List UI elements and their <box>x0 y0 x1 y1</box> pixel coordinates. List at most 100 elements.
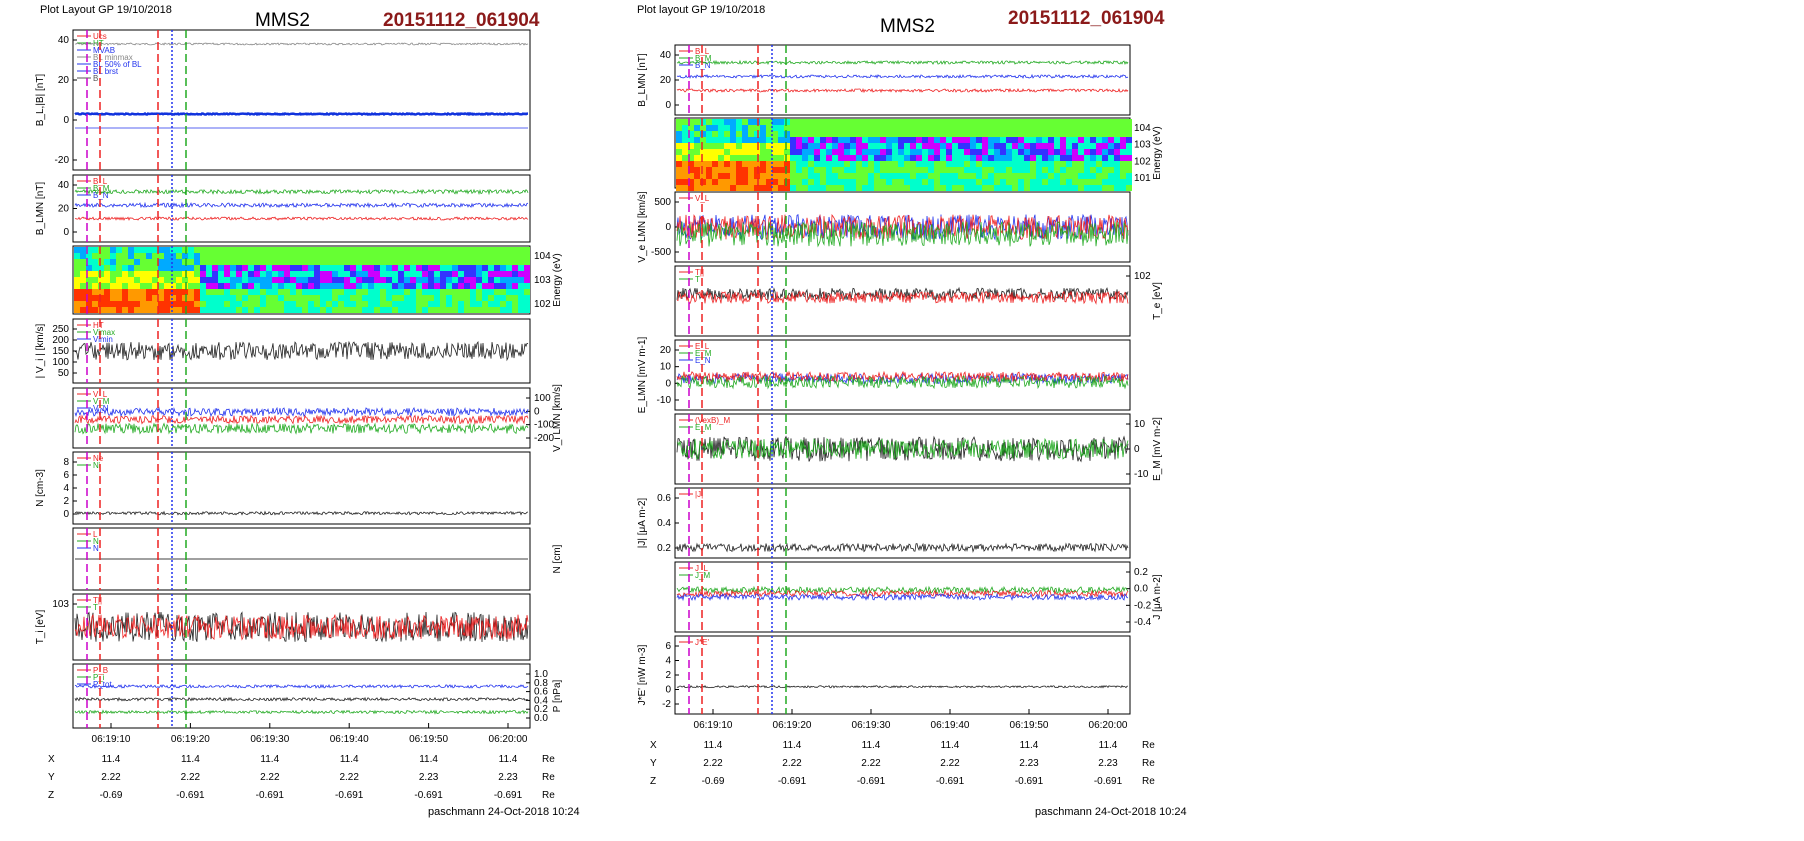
tick-label: 0.6 <box>657 493 671 504</box>
spectrogram-cell <box>712 161 718 167</box>
spectrogram-cell <box>398 265 404 271</box>
spectrogram-cell <box>284 259 290 265</box>
spectrogram-cell <box>254 259 260 265</box>
spectrogram-cell <box>284 301 290 307</box>
spectrogram-cell <box>868 173 874 179</box>
spectrogram-cell <box>970 161 976 167</box>
spectrogram-cell <box>308 259 314 265</box>
spectrogram-cell <box>820 143 826 149</box>
ephemeris-label: X <box>48 754 55 765</box>
spectrogram-cell <box>700 161 706 167</box>
spectrogram-cell <box>80 283 86 289</box>
legend-entry: B_N <box>93 191 109 200</box>
spectrogram-cell <box>350 289 356 295</box>
ephemeris-value: 2.22 <box>260 772 280 783</box>
spectrogram-cell <box>952 185 958 191</box>
spectrogram-cell <box>694 149 700 155</box>
spectrogram-cell <box>398 259 404 265</box>
tick-label: 500 <box>654 197 671 208</box>
spectrogram-cell <box>320 247 326 253</box>
spectrogram-cell <box>356 253 362 259</box>
spectrogram-cell <box>1006 125 1012 131</box>
spectrogram-cell <box>98 247 104 253</box>
spectrogram-cell <box>350 259 356 265</box>
spectrogram-cell <box>380 277 386 283</box>
spectrogram-cell <box>1102 143 1108 149</box>
data-trace <box>676 542 1129 553</box>
spectrogram-cell <box>362 289 368 295</box>
spectrogram-cell <box>110 295 116 301</box>
spectrogram-cell <box>712 131 718 137</box>
spectrogram-cell <box>1000 173 1006 179</box>
legend-entry: N <box>93 537 99 546</box>
spectrogram-cell <box>1084 125 1090 131</box>
spectrogram-cell <box>440 247 446 253</box>
spectrogram-cell <box>356 247 362 253</box>
spectrogram-cell <box>176 277 182 283</box>
spectrogram-cell <box>826 125 832 131</box>
spectrogram-cell <box>886 167 892 173</box>
spectrogram-cell <box>1090 125 1096 131</box>
spectrogram-cell <box>410 271 416 277</box>
spectrogram-cell <box>1054 173 1060 179</box>
spectrogram-cell <box>380 247 386 253</box>
spectrogram-cell <box>748 173 754 179</box>
spectrogram-cell <box>110 265 116 271</box>
tick-label: 6 <box>665 641 671 652</box>
spectrogram-cell <box>1018 185 1024 191</box>
spectrogram-cell <box>922 179 928 185</box>
spectrogram-cell <box>518 277 524 283</box>
spectrogram-cell <box>940 155 946 161</box>
spectrogram-cell <box>482 247 488 253</box>
spectrogram-cell <box>856 173 862 179</box>
spectrogram-cell <box>1048 179 1054 185</box>
spectrogram-cell <box>904 185 910 191</box>
spectrogram-cell <box>380 265 386 271</box>
spectrogram-cell <box>808 161 814 167</box>
data-trace <box>74 216 529 221</box>
spectrogram-cell <box>140 277 146 283</box>
legend-entry: E_M <box>695 423 712 432</box>
spectrogram-cell <box>898 161 904 167</box>
spectrogram-cell <box>1066 161 1072 167</box>
spectrogram-cell <box>182 265 188 271</box>
data-trace <box>74 683 529 689</box>
spectrogram-cell <box>248 247 254 253</box>
spectrogram-cell <box>886 161 892 167</box>
spectrogram-cell <box>916 119 922 125</box>
spectrogram-cell <box>1048 131 1054 137</box>
spectrogram-cell <box>868 155 874 161</box>
spectrogram-cell <box>844 185 850 191</box>
spectrogram-cell <box>416 259 422 265</box>
spectrogram-cell <box>278 289 284 295</box>
spectrogram-cell <box>1072 143 1078 149</box>
axis-label: | V_i | [km/s] <box>35 323 46 378</box>
spectrogram-cell <box>940 179 946 185</box>
spectrogram-cell <box>1036 155 1042 161</box>
spectrogram-cell <box>338 265 344 271</box>
spectrogram-cell <box>278 247 284 253</box>
spectrogram-cell <box>242 301 248 307</box>
spectrogram-cell <box>952 155 958 161</box>
ephemeris-value: -0.691 <box>176 790 205 801</box>
spectrogram-cell <box>308 271 314 277</box>
spectrogram-cell <box>976 119 982 125</box>
spectrogram-cell <box>368 253 374 259</box>
spectrogram-cell <box>712 137 718 143</box>
spectrogram-cell <box>296 265 302 271</box>
spectrogram-cell <box>676 155 682 161</box>
spectrogram-cell <box>404 307 410 313</box>
spectrogram-cell <box>80 289 86 295</box>
spectrogram-cell <box>1006 179 1012 185</box>
spectrogram-cell <box>302 283 308 289</box>
spectrogram-cell <box>1120 131 1126 137</box>
spectrogram-cell <box>338 247 344 253</box>
panel-frame <box>674 561 1131 633</box>
data-trace <box>676 73 1129 79</box>
spectrogram-cell <box>260 301 266 307</box>
spectrogram-cell <box>1012 125 1018 131</box>
spectrogram-cell <box>850 155 856 161</box>
spectrogram-cell <box>212 271 218 277</box>
spectrogram-cell <box>790 167 796 173</box>
spectrogram-cell <box>766 179 772 185</box>
